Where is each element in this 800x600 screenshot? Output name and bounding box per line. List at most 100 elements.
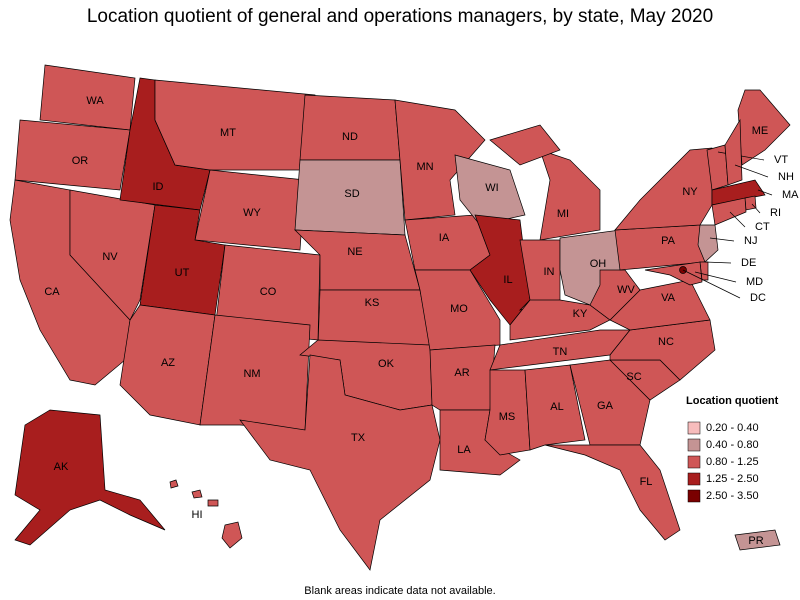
legend-swatch <box>687 438 701 452</box>
state-label: WA <box>86 95 104 107</box>
legend-swatch <box>687 455 701 469</box>
state-label: CA <box>44 286 60 298</box>
state-label: HI <box>192 509 203 521</box>
state-label: DE <box>741 257 756 269</box>
state-label: MO <box>450 303 468 315</box>
state-label: NV <box>102 251 118 263</box>
legend-swatch <box>687 421 701 435</box>
state-label: NY <box>682 186 698 198</box>
state-region <box>191 489 203 499</box>
state-label: SD <box>344 188 359 200</box>
state-label: ND <box>342 131 358 143</box>
state-region <box>14 119 131 191</box>
state-label: UT <box>175 267 190 279</box>
legend-swatch <box>687 472 701 486</box>
state-region <box>744 195 757 211</box>
state-region <box>394 99 486 221</box>
state-label: AZ <box>161 357 175 369</box>
state-label: AL <box>550 401 563 413</box>
state-label: MT <box>220 127 236 139</box>
leader-line <box>682 269 741 299</box>
state-label: MS <box>499 411 516 423</box>
state-label: WV <box>617 284 635 296</box>
state-label: TN <box>553 346 568 358</box>
state-label: OK <box>378 358 395 370</box>
leader-line <box>709 237 735 242</box>
state-region <box>221 521 243 549</box>
state-label: PA <box>661 235 676 247</box>
state-label: NC <box>658 336 674 348</box>
state-region <box>14 409 166 546</box>
footnote: Blank areas indicate data not available. <box>304 585 495 597</box>
legend-label: 1.25 - 2.50 <box>706 473 759 485</box>
state-label: CO <box>260 286 277 298</box>
state-label: PR <box>748 535 763 547</box>
state-label: NJ <box>744 235 757 247</box>
state-region <box>697 224 719 263</box>
state-label: MN <box>416 161 433 173</box>
state-label: OH <box>590 258 607 270</box>
leader-line <box>704 261 732 264</box>
state-region <box>539 149 601 241</box>
state-region <box>194 169 306 251</box>
state-region <box>711 179 766 206</box>
state-label: NE <box>347 246 362 258</box>
state-region <box>724 118 743 186</box>
state-label: DC <box>750 292 766 304</box>
state-label: NH <box>778 171 794 183</box>
state-label: GA <box>597 400 614 412</box>
state-region <box>154 79 316 171</box>
state-region <box>609 319 716 381</box>
state-label: RI <box>770 207 781 219</box>
state-label: OR <box>72 155 89 167</box>
state-region <box>711 197 747 226</box>
state-label: KS <box>365 297 380 309</box>
state-region <box>207 499 219 507</box>
state-label: AK <box>54 461 69 473</box>
legend-label: 0.80 - 1.25 <box>706 456 759 468</box>
state-label: AR <box>454 367 469 379</box>
state-label: IL <box>503 274 512 286</box>
state-label: ME <box>752 125 769 137</box>
state-region <box>169 479 179 489</box>
state-region <box>524 364 586 451</box>
state-region <box>489 124 561 166</box>
state-label: CT <box>755 221 770 233</box>
state-label: SC <box>626 371 641 383</box>
state-label: IN <box>544 266 555 278</box>
leader-line <box>757 189 773 196</box>
state-label: VA <box>661 292 676 304</box>
legend-label: 0.40 - 0.80 <box>706 439 759 451</box>
state-region <box>644 261 703 286</box>
state-region <box>589 269 641 321</box>
state-region <box>299 94 401 161</box>
state-region <box>544 444 681 541</box>
state-label: WI <box>485 182 498 194</box>
legend-swatch <box>687 489 701 503</box>
legend-label: 2.50 - 3.50 <box>706 490 759 502</box>
state-label: MA <box>782 189 799 201</box>
state-label: FL <box>640 476 653 488</box>
leader-line <box>729 211 746 228</box>
legend-label: 0.20 - 0.40 <box>706 422 759 434</box>
map-title: Location quotient of general and operati… <box>87 6 713 27</box>
state-label: ID <box>153 181 164 193</box>
state-region <box>737 89 791 166</box>
state-label: MD <box>746 276 763 288</box>
state-label: MI <box>557 208 569 220</box>
state-region <box>239 354 441 571</box>
state-label: KY <box>573 308 588 320</box>
state-label: IA <box>439 232 450 244</box>
state-label: VT <box>774 154 788 166</box>
leader-line <box>694 271 737 283</box>
state-region <box>469 214 531 326</box>
leader-line <box>751 203 761 214</box>
state-label: WY <box>243 207 261 219</box>
state-label: NM <box>243 368 260 380</box>
state-region <box>734 529 781 551</box>
state-label: TX <box>351 432 366 444</box>
state-region <box>569 359 651 446</box>
legend-title: Location quotient <box>686 395 779 407</box>
leader-line <box>734 164 769 178</box>
